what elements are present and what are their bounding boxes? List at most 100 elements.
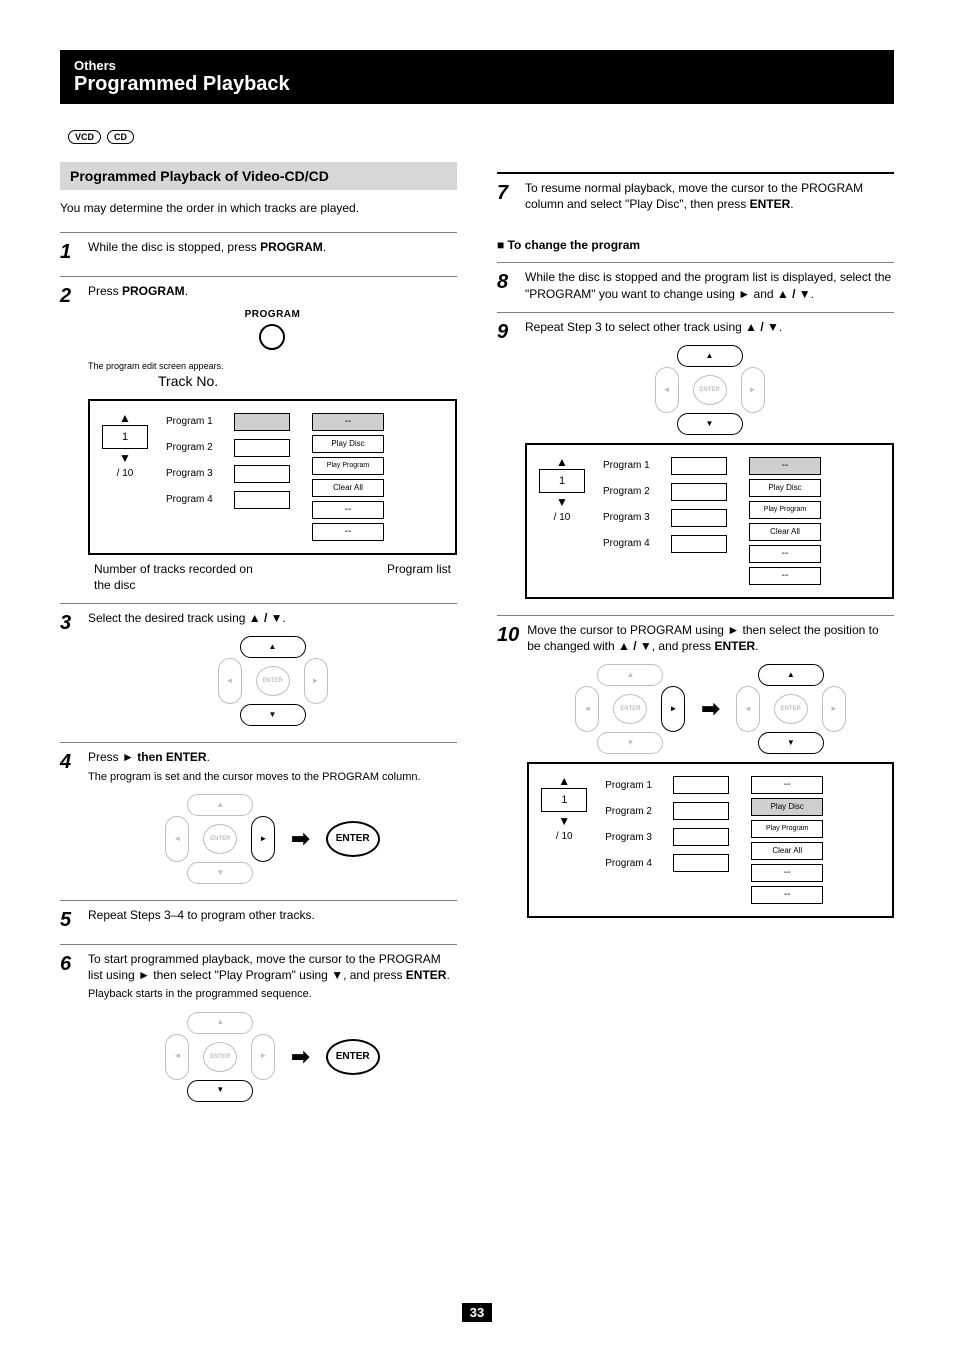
step-number: 3 <box>60 610 80 732</box>
step-number: 7 <box>497 180 517 212</box>
step-number: 6 <box>60 951 80 1108</box>
right-icon: ► <box>251 816 275 862</box>
up-icon: ▲ <box>677 345 743 367</box>
down-icon: ▼ <box>597 732 663 754</box>
left-icon: ◄ <box>736 686 760 732</box>
left-icon: ◄ <box>218 658 242 704</box>
osd-program-labels: Program 1 Program 2 Program 3 Program 4 <box>603 457 727 585</box>
cd-icon: CD <box>107 130 134 144</box>
track-spinner: ▲ 1 ▼ / 10 <box>102 413 148 541</box>
page-number: 33 <box>0 1303 954 1322</box>
step-body: To start programmed playback, move the c… <box>88 951 457 1108</box>
track-no-caption: Track No. <box>158 372 457 391</box>
up-icon: ▲ <box>597 664 663 686</box>
down-icon: ▼ <box>187 1080 253 1102</box>
section-heading: Programmed Playback of Video-CD/CD <box>60 162 457 190</box>
right-icon: ► <box>661 686 685 732</box>
enter-icon: ENTER <box>256 666 290 696</box>
osd-program-labels: Program 1 Program 2 Program 3 Program 4 <box>166 413 290 541</box>
right-icon: ► <box>741 367 765 413</box>
up-icon: ▲ <box>758 664 824 686</box>
remote-pad: ▲ ▼ ◄ ► ENTER <box>575 664 685 754</box>
title-line2: Programmed Playback <box>74 73 880 96</box>
osd-program-labels: Program 1 Program 2 Program 3 Program 4 <box>605 776 729 904</box>
step-8: 8 While the disc is stopped and the prog… <box>497 262 894 301</box>
step-body: While the disc is stopped, press PROGRAM… <box>88 239 457 266</box>
step-body: Press PROGRAM. PROGRAM The program edit … <box>88 283 457 593</box>
vcd-icon: VCD <box>68 130 101 144</box>
step-7: 7 To resume normal playback, move the cu… <box>497 172 894 212</box>
step-1: 1 While the disc is stopped, press PROGR… <box>60 232 457 266</box>
remote-pad: ▲ ▼ ◄ ► ENTER <box>165 794 275 884</box>
left-column: Programmed Playback of Video-CD/CD You m… <box>60 162 457 1108</box>
disc-icons: VCD CD <box>68 130 894 144</box>
left-icon: ◄ <box>165 816 189 862</box>
step-2: 2 Press PROGRAM. PROGRAM The program edi… <box>60 276 457 593</box>
program-button-graphic: PROGRAM <box>245 308 301 350</box>
enter-icon: ENTER <box>203 824 237 854</box>
down-icon: ▼ <box>240 704 306 726</box>
right-icon: ► <box>251 1034 275 1080</box>
enter-icon: ENTER <box>203 1042 237 1072</box>
osd-right-list: -- Play Disc Play Program Clear All -- -… <box>751 776 823 904</box>
step-5: 5 Repeat Steps 3–4 to program other trac… <box>60 900 457 934</box>
track-spinner: ▲ 1 ▼ / 10 <box>539 457 585 585</box>
page-title-bar: Others Programmed Playback <box>60 50 894 104</box>
remote-pad: ▲ ▼ ◄ ► ENTER <box>736 664 846 754</box>
left-icon: ◄ <box>655 367 679 413</box>
step-6: 6 To start programmed playback, move the… <box>60 944 457 1108</box>
enter-icon: ENTER <box>613 694 647 724</box>
step-number: 2 <box>60 283 80 593</box>
enter-button-graphic: ENTER <box>326 1039 380 1075</box>
down-icon: ▼ <box>677 413 743 435</box>
osd-right-list: -- Play Disc Play Program Clear All -- -… <box>749 457 821 585</box>
osd-right-list: -- Play Disc Play Program Clear All -- -… <box>312 413 384 541</box>
enter-icon: ENTER <box>774 694 808 724</box>
arrow-icon: ➡ <box>701 694 719 724</box>
enter-button-graphic: ENTER <box>326 821 380 857</box>
step-3: 3 Select the desired track using ▲ / ▼. … <box>60 603 457 732</box>
down-icon: ▼ <box>187 862 253 884</box>
up-icon: ▲ <box>187 1012 253 1034</box>
left-icon: ◄ <box>575 686 599 732</box>
remote-pad: ▲ ▼ ◄ ► ENTER <box>655 345 765 435</box>
step-number: 10 <box>497 622 519 924</box>
step-body: Move the cursor to PROGRAM using ► then … <box>527 622 894 924</box>
up-icon: ▲ <box>240 636 306 658</box>
right-icon: ► <box>822 686 846 732</box>
right-icon: ► <box>304 658 328 704</box>
step-number: 1 <box>60 239 80 266</box>
step-body: Repeat Steps 3–4 to program other tracks… <box>88 907 457 934</box>
remote-pad: ▲ ▼ ◄ ► ENTER <box>165 1012 275 1102</box>
title-line1: Others <box>74 58 880 73</box>
step-number: 8 <box>497 269 517 301</box>
up-icon: ▲ <box>187 794 253 816</box>
step-number: 5 <box>60 907 80 934</box>
note: The program edit screen appears. <box>88 360 457 372</box>
step6-text: To start programmed playback, move the c… <box>88 952 450 982</box>
osd-screen-2: ▲ 1 ▼ / 10 Program 1 Program 2 Program 3… <box>525 443 894 599</box>
intro-text: You may determine the order in which tra… <box>60 200 457 216</box>
remote-pad: ▲ ▼ ◄ ► ENTER <box>218 636 328 726</box>
track-spinner: ▲ 1 ▼ / 10 <box>541 776 587 904</box>
step-number: 9 <box>497 319 517 605</box>
subheading-change-program: ■ To change the program <box>497 238 894 252</box>
osd-screen-1: ▲ 1 ▼ / 10 Program 1 Program 2 Program 3 <box>88 399 457 555</box>
osd-caption: Number of tracks recorded on the disc Pr… <box>88 561 457 593</box>
step-9: 9 Repeat Step 3 to select other track us… <box>497 312 894 605</box>
step-body: Press ► then ENTER. The program is set a… <box>88 749 457 889</box>
osd-screen-3: ▲ 1 ▼ / 10 Program 1 Program 2 Program 3… <box>527 762 894 918</box>
step-number: 4 <box>60 749 80 889</box>
right-column: 7 To resume normal playback, move the cu… <box>497 162 894 1108</box>
arrow-icon: ➡ <box>291 1042 309 1072</box>
down-icon: ▼ <box>758 732 824 754</box>
step-body: To resume normal playback, move the curs… <box>525 180 894 212</box>
step-4: 4 Press ► then ENTER. The program is set… <box>60 742 457 889</box>
step-body: Repeat Step 3 to select other track usin… <box>525 319 894 605</box>
step-body: While the disc is stopped and the progra… <box>525 269 894 301</box>
step-10: 10 Move the cursor to PROGRAM using ► th… <box>497 615 894 924</box>
left-icon: ◄ <box>165 1034 189 1080</box>
step-body: Select the desired track using ▲ / ▼. ▲ … <box>88 610 457 732</box>
enter-icon: ENTER <box>693 375 727 405</box>
arrow-icon: ➡ <box>291 824 309 854</box>
